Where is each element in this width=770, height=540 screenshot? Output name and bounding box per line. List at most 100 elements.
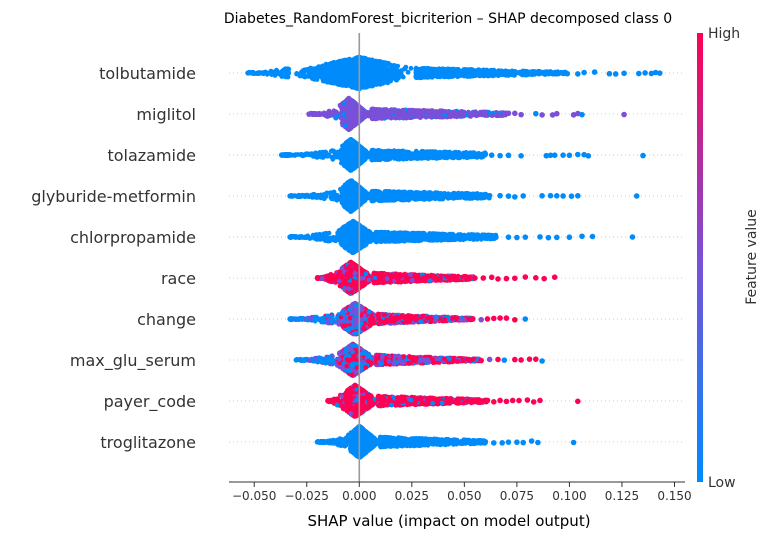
shap-point <box>429 72 435 78</box>
shap-point <box>366 67 372 73</box>
shap-outlier-point <box>581 69 587 76</box>
shap-point <box>342 81 347 87</box>
shap-point <box>460 109 465 115</box>
shap-point <box>369 111 375 116</box>
shap-point <box>453 113 458 119</box>
shap-point <box>416 69 422 75</box>
shap-point <box>400 107 406 113</box>
shap-point <box>283 74 289 80</box>
shap-point <box>490 69 496 74</box>
shap-outlier-point <box>579 111 585 118</box>
shap-point <box>400 74 406 80</box>
shap-outlier-point <box>606 70 613 77</box>
shap-point <box>346 100 352 105</box>
feature-row-points <box>245 54 663 92</box>
shap-point <box>423 114 429 120</box>
shap-point <box>324 76 330 82</box>
beeswarm-points <box>245 54 663 460</box>
shap-outlier-point <box>564 70 571 77</box>
shap-point <box>536 71 542 77</box>
shap-point <box>255 71 261 76</box>
shap-outlier-point <box>621 70 627 77</box>
shap-outlier-point <box>505 110 512 117</box>
shap-point <box>345 59 351 65</box>
shap-point <box>294 71 299 77</box>
shap-point <box>416 73 421 79</box>
shap-point <box>423 68 429 74</box>
shap-outlier-point <box>554 110 560 117</box>
shap-point <box>383 65 389 71</box>
shap-point <box>394 110 400 116</box>
shap-point <box>381 80 387 85</box>
shap-point <box>332 71 338 77</box>
shap-point <box>348 113 354 119</box>
shap-point <box>427 114 433 119</box>
shap-point <box>345 126 351 132</box>
shap-point <box>308 70 314 76</box>
shap-point <box>455 68 461 73</box>
shap-point <box>313 68 318 74</box>
shap-outlier-point <box>533 110 539 117</box>
shap-outlier-point <box>642 70 648 76</box>
shap-point <box>343 76 349 82</box>
shap-point <box>408 65 414 71</box>
shap-point <box>341 71 346 77</box>
shap-point <box>481 67 486 73</box>
shap-point <box>448 112 453 117</box>
shap-point <box>319 111 325 117</box>
shap-outlier-point <box>657 70 663 76</box>
shap-point <box>392 115 397 120</box>
row-guides <box>229 72 685 443</box>
shap-point <box>377 71 383 77</box>
shap-point <box>376 61 382 67</box>
shap-point <box>377 113 383 119</box>
shap-point <box>470 71 475 77</box>
shap-outlier-point <box>539 112 545 118</box>
shap-point <box>323 69 329 75</box>
shap-point <box>333 115 339 121</box>
chart-title: Diabetes_RandomForest_bicriterion – SHAP… <box>224 11 672 27</box>
shap-point <box>320 63 326 69</box>
shap-point <box>485 73 491 79</box>
shap-outlier-point <box>575 71 581 77</box>
shap-point <box>532 71 538 77</box>
shap-point <box>351 84 357 90</box>
shap-outlier-point <box>518 111 524 118</box>
shap-point <box>330 110 335 116</box>
shap-point <box>384 73 389 79</box>
shap-point <box>553 71 559 77</box>
shap-point <box>314 77 320 82</box>
shap-point <box>338 62 344 68</box>
shap-point <box>260 70 266 76</box>
shap-point <box>483 111 488 117</box>
shap-point <box>362 61 368 67</box>
shap-point <box>475 112 481 118</box>
shap-point <box>461 67 467 72</box>
shap-point <box>392 72 397 78</box>
shap-point <box>330 62 336 68</box>
shap-point <box>442 109 447 115</box>
shap-point <box>368 58 373 64</box>
shap-point <box>545 70 550 75</box>
shap-point <box>460 72 466 78</box>
shap-point <box>304 67 310 73</box>
shap-point <box>342 66 347 72</box>
shap-point <box>415 108 420 114</box>
shap-outlier-point <box>612 71 619 77</box>
shap-point <box>347 120 353 126</box>
shap-point <box>489 113 495 118</box>
shap-point <box>341 117 347 122</box>
shap-point <box>370 63 376 69</box>
shap-point <box>388 62 394 68</box>
shap-point <box>524 70 529 76</box>
shap-point <box>353 62 358 68</box>
shap-point <box>513 70 519 76</box>
shap-point <box>348 73 353 79</box>
shap-min-point <box>245 70 251 76</box>
feature-row-points <box>278 137 646 173</box>
shap-point <box>504 71 510 77</box>
shap-point <box>333 80 339 86</box>
feature-row-points <box>306 95 627 133</box>
